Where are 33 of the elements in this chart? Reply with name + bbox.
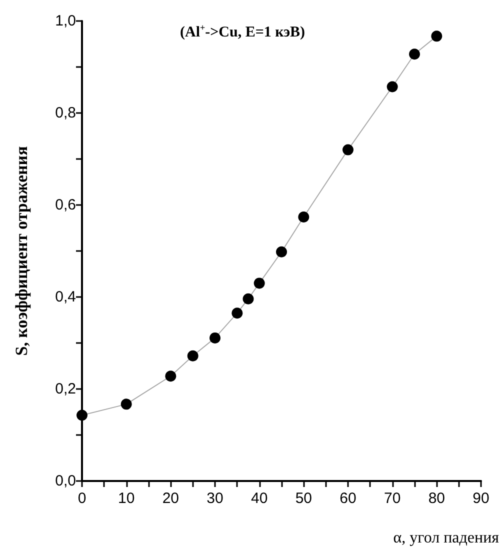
point bbox=[431, 30, 442, 42]
x-tick-label: 90 bbox=[472, 490, 490, 507]
point bbox=[254, 278, 265, 289]
x-tick-label: 20 bbox=[162, 490, 180, 507]
y-tick-label: 0,4 bbox=[55, 288, 76, 306]
y-tick-label: 0,2 bbox=[55, 380, 76, 398]
point bbox=[276, 246, 287, 258]
point bbox=[242, 293, 254, 304]
x-tick-label: 60 bbox=[340, 490, 356, 507]
x-tick-label: 40 bbox=[250, 490, 268, 507]
point bbox=[342, 144, 354, 156]
y-tick-label: 1,0 bbox=[55, 12, 76, 30]
y-tick-label: 0,6 bbox=[55, 196, 76, 214]
y-tick-label: 0,0 bbox=[55, 472, 76, 490]
x-axis-title: α, угол падения bbox=[393, 530, 500, 546]
x-tick-label: 50 bbox=[295, 490, 312, 507]
point bbox=[298, 211, 310, 222]
y-axis-title: S, коэффициент отражения bbox=[12, 146, 31, 356]
x-tick-label: 10 bbox=[118, 490, 135, 507]
y-tick-label: 0,8 bbox=[55, 104, 76, 122]
point bbox=[386, 81, 398, 92]
x-tick-label: 30 bbox=[206, 490, 224, 507]
point bbox=[232, 308, 243, 319]
x-tick-label: 80 bbox=[428, 490, 446, 507]
point bbox=[120, 398, 132, 410]
point bbox=[210, 332, 220, 344]
point bbox=[76, 410, 88, 421]
point bbox=[187, 350, 198, 362]
x-tick-label: 70 bbox=[384, 490, 401, 507]
x-tick-label: 0 bbox=[78, 490, 86, 507]
point bbox=[409, 48, 420, 60]
chart-title: (Al+->Cu, E=1 кэВ) bbox=[180, 22, 306, 40]
point bbox=[165, 370, 176, 382]
